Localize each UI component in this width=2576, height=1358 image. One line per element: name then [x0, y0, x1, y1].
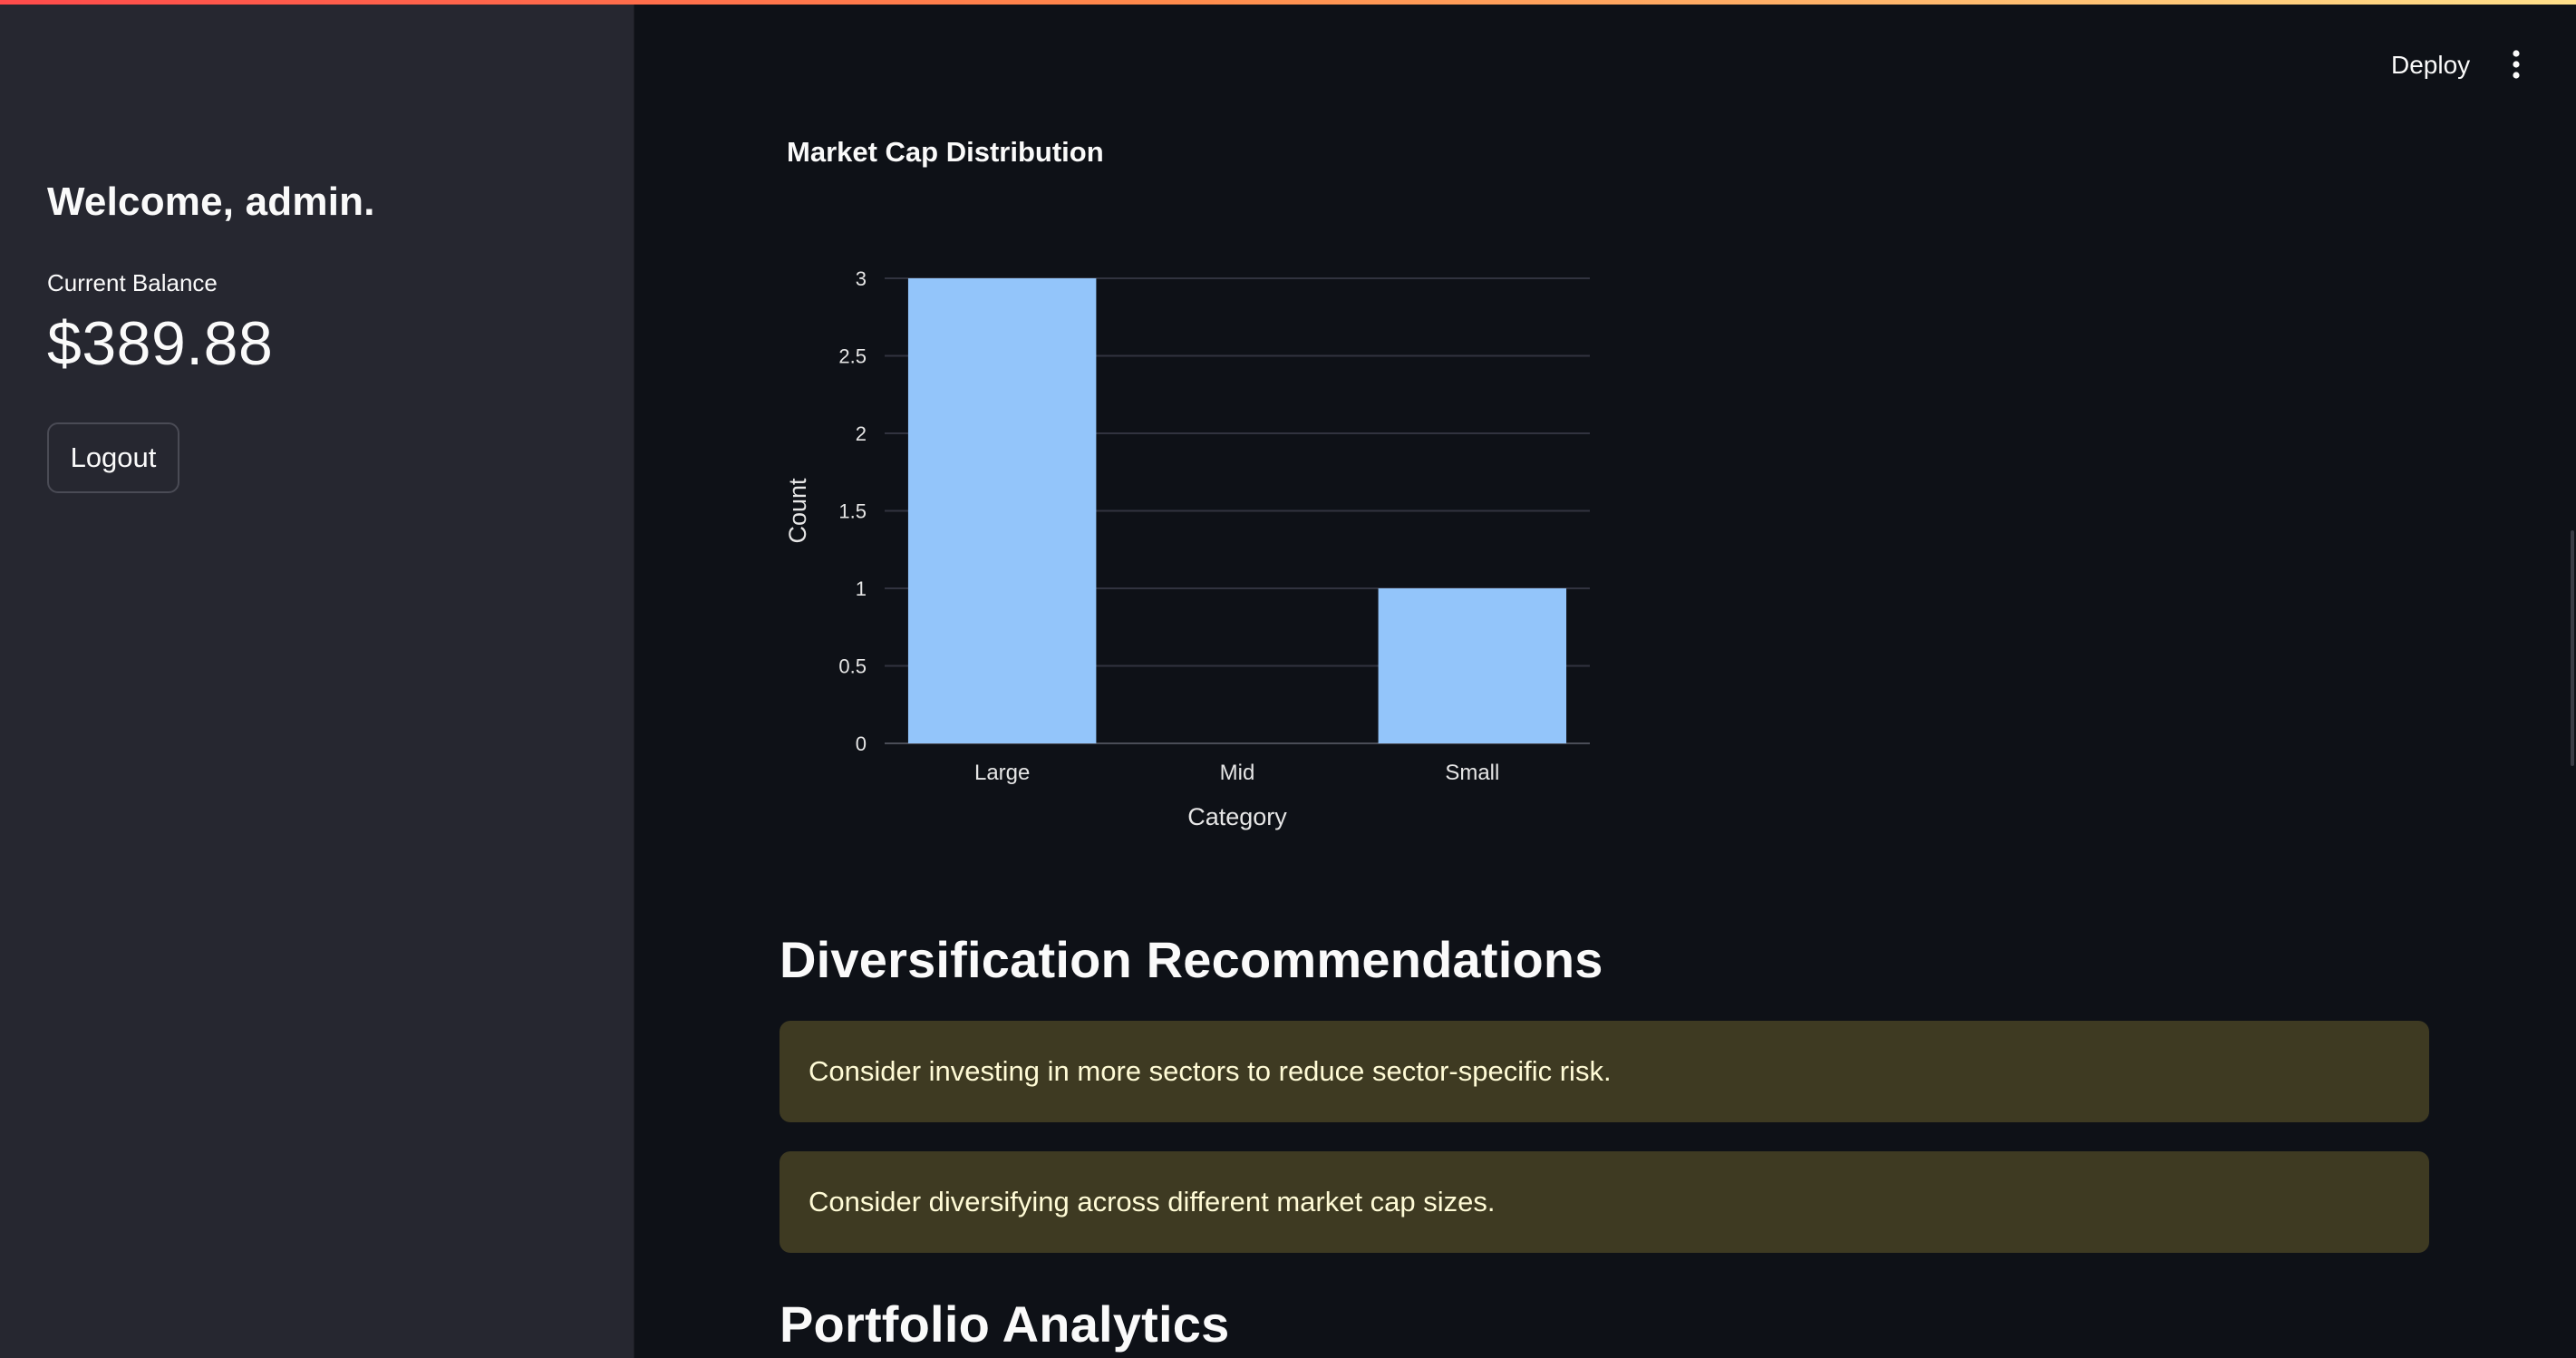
- bar: [907, 278, 1097, 743]
- welcome-heading: Welcome, admin.: [47, 179, 375, 224]
- balance-value: $389.88: [47, 309, 274, 378]
- x-axis-label: Category: [1187, 803, 1287, 830]
- balance-label: Current Balance: [47, 269, 218, 296]
- x-tick-label: Large: [974, 761, 1030, 785]
- y-tick-label: 2: [856, 422, 867, 445]
- bar: [1378, 588, 1567, 743]
- recommendation-box: Consider diversifying across different m…: [780, 1151, 2429, 1253]
- y-axis-label: Count: [784, 478, 811, 544]
- y-tick-label: 2.5: [838, 345, 867, 368]
- diversification-heading: Diversification Recommendations: [780, 931, 1603, 988]
- scrollbar[interactable]: [2571, 530, 2574, 766]
- logout-button[interactable]: Logout: [47, 422, 179, 493]
- y-tick-label: 0.5: [838, 655, 867, 678]
- sidebar: Welcome, admin. Current Balance $389.88 …: [0, 0, 634, 1358]
- chart-title: Market Cap Distribution: [787, 136, 1104, 168]
- recommendation-text: Consider diversifying across different m…: [809, 1186, 1496, 1217]
- vertical-ellipsis-icon[interactable]: [2505, 49, 2527, 80]
- deploy-button[interactable]: Deploy: [2391, 51, 2471, 79]
- y-tick-label: 1.5: [838, 500, 867, 523]
- portfolio-analytics-heading: Portfolio Analytics: [780, 1295, 1230, 1353]
- y-tick-label: 3: [856, 267, 867, 290]
- y-tick-label: 0: [856, 732, 867, 755]
- top-accent-bar: [0, 0, 2576, 5]
- x-tick-label: Mid: [1220, 761, 1255, 785]
- market-cap-chart: 0 0.5 1 1.5 2 2.5 3 Large Mid Small Category Count: [784, 267, 1590, 830]
- x-tick-label: Small: [1445, 761, 1499, 785]
- y-tick-label: 1: [856, 577, 867, 600]
- recommendation-box: Consider investing in more sectors to re…: [780, 1021, 2429, 1122]
- recommendation-text: Consider investing in more sectors to re…: [809, 1055, 1612, 1087]
